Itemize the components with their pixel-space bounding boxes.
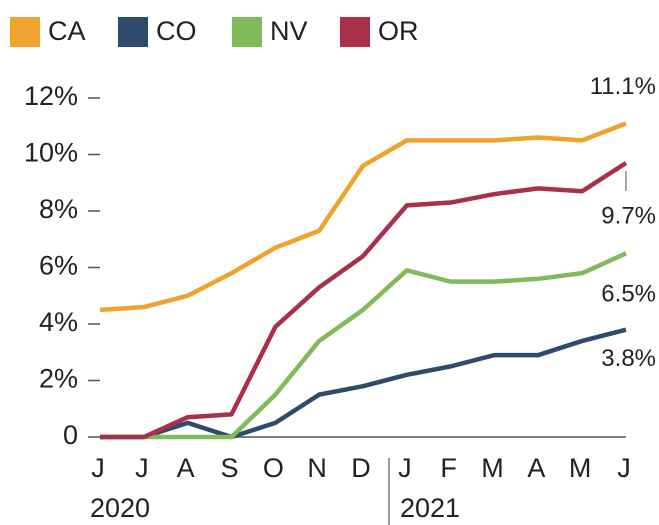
legend-label: NV [270, 16, 308, 46]
x-tick-label: S [220, 453, 238, 483]
value-label: 6.5% [601, 281, 656, 308]
legend-label: OR [378, 16, 419, 46]
series-line [100, 327, 627, 440]
legend-label: CA [48, 16, 86, 46]
y-tick-label: 2% [39, 364, 78, 394]
y-tick-label: 6% [39, 251, 78, 281]
legend-swatch [118, 17, 148, 47]
y-tick-label: 8% [39, 194, 78, 224]
x-tick-label: M [481, 453, 504, 483]
x-tick-label: J [91, 453, 105, 483]
value-label: 9.7% [601, 202, 656, 229]
value-label: 11.1% [590, 73, 656, 100]
series-line [99, 121, 627, 313]
x-tick-label: F [440, 453, 457, 483]
legend-swatch [232, 17, 262, 47]
x-tick-label: A [177, 453, 195, 483]
year-label: 2021 [400, 493, 460, 523]
y-tick-label: 4% [39, 307, 78, 337]
x-tick-label: J [398, 453, 412, 483]
value-label: 3.8% [601, 345, 656, 372]
x-tick-label: N [307, 453, 327, 483]
x-tick-label: J [135, 453, 149, 483]
x-tick-label: D [351, 453, 371, 483]
y-tick-label: 10% [24, 138, 78, 168]
legend-swatch [340, 17, 370, 47]
year-label: 2020 [90, 493, 150, 523]
x-tick-label: A [527, 453, 545, 483]
series-line [100, 161, 628, 440]
x-tick-label: M [569, 453, 592, 483]
y-tick-label: 0 [63, 420, 78, 450]
y-tick-label: 12% [24, 81, 78, 111]
series-line [100, 251, 627, 440]
x-tick-label: O [263, 453, 284, 483]
legend-swatch [10, 17, 40, 47]
legend-label: CO [156, 16, 197, 46]
x-tick-label: J [617, 453, 631, 483]
